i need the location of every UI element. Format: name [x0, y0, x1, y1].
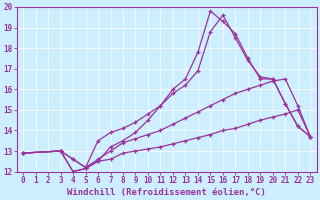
- X-axis label: Windchill (Refroidissement éolien,°C): Windchill (Refroidissement éolien,°C): [67, 188, 266, 197]
